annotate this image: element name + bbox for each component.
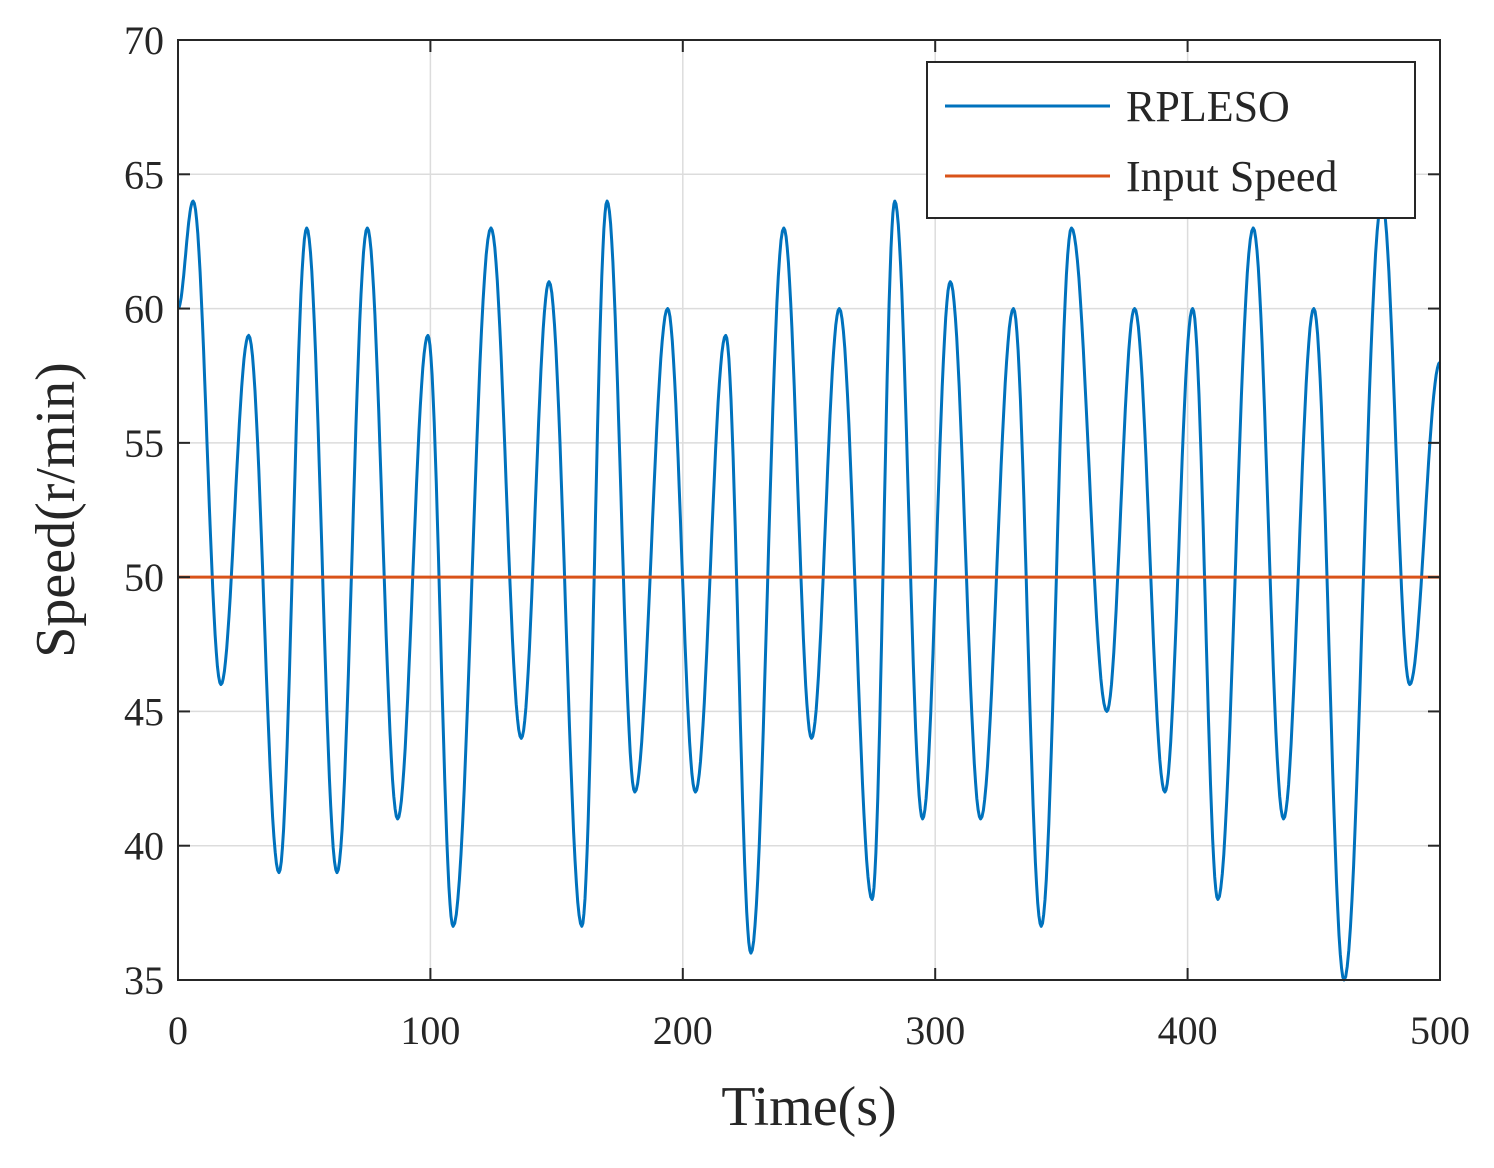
y-tick-label: 60: [124, 287, 164, 332]
y-axis-title: Speed(r/min): [25, 362, 87, 657]
x-tick-label: 0: [168, 1008, 188, 1053]
y-tick-label: 70: [124, 18, 164, 63]
axis-ticks: [177, 39, 1441, 981]
y-tick-label: 35: [124, 958, 164, 1003]
y-tick-label: 65: [124, 152, 164, 197]
x-tick-label: 100: [400, 1008, 460, 1053]
x-axis-tick-labels: 0 100 200 300 400 500: [168, 1008, 1470, 1053]
legend-box: [926, 61, 1416, 219]
y-tick-label: 55: [124, 421, 164, 466]
legend-label-rpleso: RPLESO: [1126, 82, 1290, 131]
legend-label-input-speed: Input Speed: [1126, 152, 1337, 201]
x-tick-label: 400: [1158, 1008, 1218, 1053]
series-line-rpleso: [177, 199, 1442, 982]
x-tick-label: 500: [1410, 1008, 1470, 1053]
x-tick-label: 300: [905, 1008, 965, 1053]
y-axis-tick-labels: 35 40 45 50 55 60 65 70: [124, 18, 164, 1003]
plot-area-frame: [177, 39, 1441, 981]
x-tick-label: 200: [653, 1008, 713, 1053]
y-tick-label: 40: [124, 824, 164, 869]
y-tick-label: 45: [124, 689, 164, 734]
series-layer: [177, 199, 1442, 982]
y-tick-label: 50: [124, 555, 164, 600]
x-axis-title: Time(s): [721, 1076, 896, 1138]
legend: RPLESO Input Speed: [926, 61, 1416, 219]
